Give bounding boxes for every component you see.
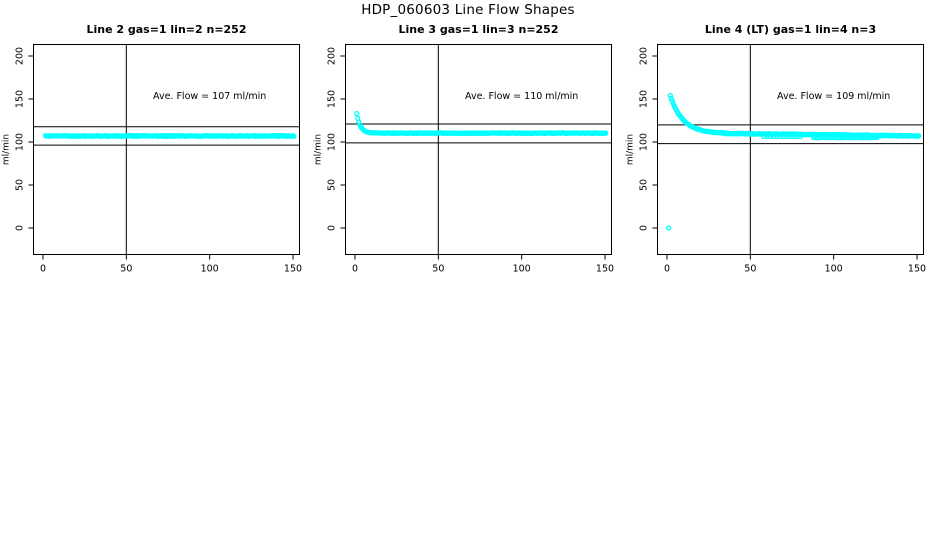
x-axis-tick-label: 150: [908, 264, 926, 275]
x-axis-tick-label: 50: [432, 264, 444, 275]
y-axis-tick-label: 150: [639, 90, 650, 108]
x-axis-tick-label: 100: [825, 264, 843, 275]
x-axis-tick-label: 0: [352, 264, 358, 275]
y-axis-tick-label: 100: [639, 133, 650, 151]
data-point: [603, 130, 609, 136]
data-point: [354, 110, 360, 117]
x-axis-tick-label: 50: [120, 264, 132, 275]
y-axis-tick-label: 100: [15, 133, 26, 151]
data-point: [774, 133, 780, 140]
y-axis-tick-label: 0: [327, 225, 338, 231]
data-point: [916, 133, 922, 139]
panel-title: Line 3 gas=1 lin=3 n=252: [398, 23, 558, 36]
data-point: [670, 100, 676, 107]
y-axis-tick-label: 200: [327, 47, 338, 65]
flow-shapes-chart: 0 50 100 150 0 50 100 150 200 ml/min Line 2 gas=1 …: [2, 23, 927, 275]
y-axis-tick-label: 200: [639, 47, 650, 65]
y-axis-tick-label: 50: [327, 179, 338, 191]
data-point: [791, 133, 797, 140]
panel-1: 0 50 100 150 0 50 100 150 200 ml/min Line 2 gas=1 …: [2, 23, 303, 275]
plot-box: [657, 44, 924, 255]
data-point: [761, 133, 767, 140]
y-axis-title: ml/min: [626, 134, 636, 165]
data-point: [874, 134, 880, 141]
data-point: [781, 133, 787, 140]
data-point: [669, 98, 675, 104]
x-axis-tick-label: 150: [284, 264, 302, 275]
ave-flow-annotation: Ave. Flow = 109 ml/min: [777, 91, 890, 102]
panel-3: 0 50 100 150 0 50 100 150 200 ml/min Line 4 (LT) g…: [626, 23, 927, 275]
y-axis-title: ml/min: [314, 134, 324, 165]
y-axis-tick-label: 0: [639, 225, 650, 231]
plot-main-title: HDP_060603 Line Flow Shapes: [361, 2, 575, 18]
panel-title: Line 4 (LT) gas=1 lin=4 n=3: [705, 23, 876, 36]
x-axis-tick-label: 0: [40, 264, 46, 275]
x-axis-tick-label: 150: [596, 264, 614, 275]
data-point: [797, 133, 803, 139]
x-axis-tick-label: 100: [513, 264, 531, 275]
data-point: [872, 134, 878, 141]
ave-flow-annotation: Ave. Flow = 110 ml/min: [465, 91, 578, 102]
data-point: [794, 133, 800, 140]
y-axis-tick-label: 100: [327, 133, 338, 151]
data-point: [771, 133, 777, 140]
panel-title: Line 2 gas=1 lin=2 n=252: [86, 23, 246, 36]
data-point: [291, 133, 297, 139]
data-point: [666, 225, 672, 231]
data-point: [667, 92, 673, 99]
data-point: [787, 133, 793, 140]
y-axis-tick-label: 200: [15, 47, 26, 65]
x-axis-tick-label: 100: [201, 264, 219, 275]
y-axis-tick-label: 50: [15, 179, 26, 191]
y-axis-title: ml/min: [2, 134, 12, 165]
data-point: [668, 95, 674, 102]
y-axis-tick-label: 0: [15, 225, 26, 231]
y-axis-tick-label: 150: [15, 90, 26, 108]
panel-2: 0 50 100 150 0 50 100 150 200 ml/min Line 3 gas=1 …: [314, 23, 615, 275]
data-point: [764, 133, 770, 140]
data-point: [777, 133, 783, 140]
data-point: [767, 133, 773, 139]
plot-box: [345, 44, 612, 255]
y-axis-tick-label: 150: [327, 90, 338, 108]
data-point: [784, 133, 790, 139]
ave-flow-annotation: Ave. Flow = 107 ml/min: [153, 91, 266, 102]
data-point: [356, 119, 362, 125]
x-axis-tick-label: 0: [664, 264, 670, 275]
y-axis-tick-label: 50: [639, 179, 650, 191]
plot-box: [33, 44, 300, 255]
x-axis-tick-label: 50: [744, 264, 756, 275]
